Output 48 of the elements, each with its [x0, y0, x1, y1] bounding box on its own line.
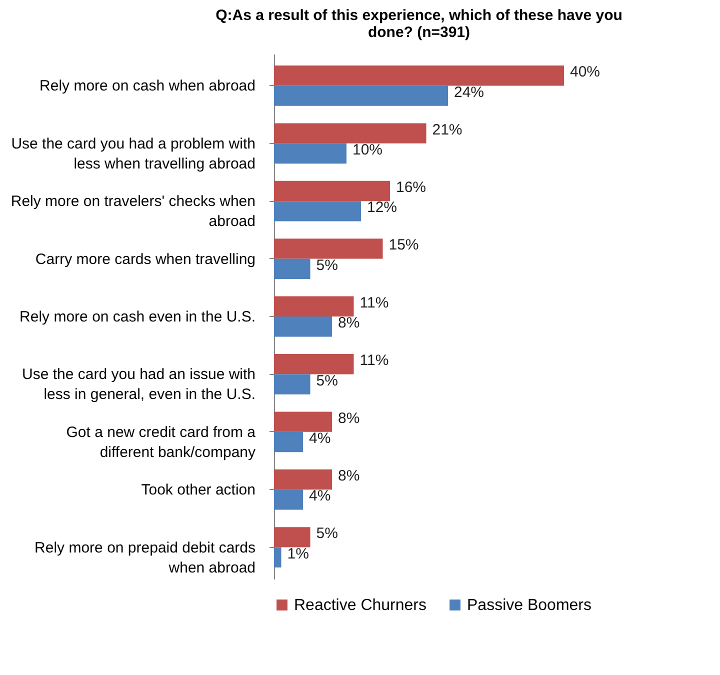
data-label: 8% [338, 467, 360, 484]
bar [274, 123, 426, 144]
data-label: 21% [432, 121, 462, 138]
data-label: 16% [396, 179, 426, 196]
data-label: 24% [454, 84, 484, 101]
bar [274, 432, 303, 452]
bar [274, 527, 310, 548]
bar [274, 490, 303, 510]
data-label: 8% [338, 314, 360, 332]
bar [274, 258, 310, 279]
bar [274, 354, 354, 374]
bar [274, 412, 332, 432]
y-tick-label: Carry more cards when travelling [35, 250, 256, 268]
bar [274, 296, 354, 316]
y-tick-label: Rely more on travelers' checks when abroad [10, 193, 256, 230]
data-label: 5% [316, 525, 338, 542]
bar [274, 143, 346, 164]
data-label: 4% [309, 430, 331, 447]
bar [274, 86, 448, 106]
data-label: 8% [338, 410, 360, 427]
data-label: 11% [360, 352, 389, 370]
y-tick-label: Rely more on cash even in the U.S. [20, 308, 256, 326]
data-label: 5% [316, 256, 338, 274]
y-tick-label: Use the card you had a problem with less when travelling abroad [11, 135, 256, 172]
data-label: 11% [360, 294, 389, 312]
bar [274, 201, 361, 222]
bar [274, 547, 282, 568]
bar [274, 66, 564, 86]
y-tick-label: Took other action [141, 482, 256, 499]
legend-label: Reactive Churners [294, 597, 426, 614]
data-label: 1% [287, 545, 309, 562]
y-tick-label: Rely more on cash when abroad [40, 78, 256, 95]
bar [274, 469, 332, 490]
data-label: 5% [316, 372, 338, 390]
data-label: 10% [352, 142, 383, 159]
bar [274, 374, 310, 394]
legend-label: Passive Boomers [467, 597, 592, 614]
y-tick-label: Rely more on prepaid debit cards when abroad [34, 539, 256, 576]
bar [274, 180, 390, 202]
data-label: 12% [367, 199, 398, 216]
data-label: 4% [309, 488, 331, 505]
y-tick-label: Use the card you had an issue with less in general, even in the U.S. [22, 366, 256, 404]
bar [274, 316, 332, 337]
data-label: 15% [388, 236, 419, 254]
y-tick-label: Got a new credit card from a different bank/company [66, 424, 256, 461]
bar [274, 238, 383, 259]
chart-title: Q:As a result of this experience, which of these have you done? (n=391) [216, 7, 622, 41]
data-label: 40% [570, 64, 600, 81]
